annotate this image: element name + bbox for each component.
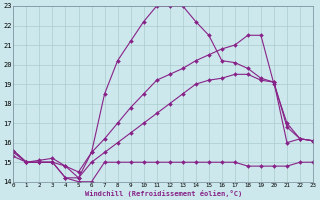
X-axis label: Windchill (Refroidissement éolien,°C): Windchill (Refroidissement éolien,°C)	[84, 190, 242, 197]
